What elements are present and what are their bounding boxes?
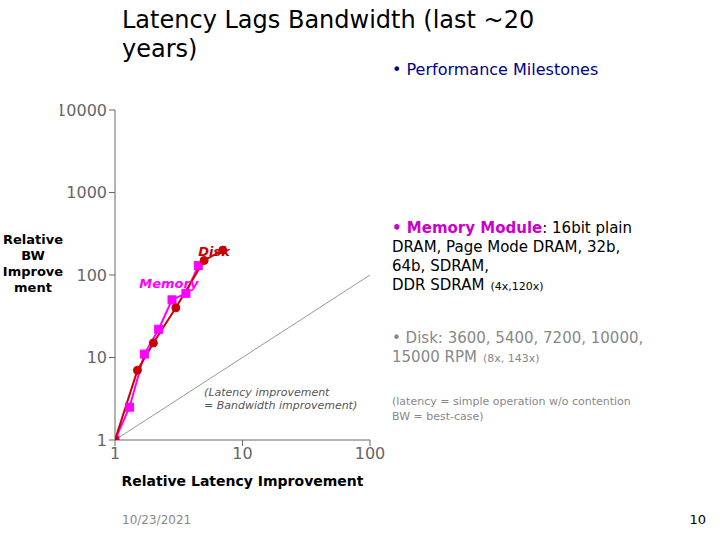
svg-text:(Latency improvement= Bandwidt: (Latency improvement= Bandwidth improvem… [204,386,357,412]
html-text:Relative BW Improve ment: Relative BW Improve ment [2,232,64,295]
svg-text:100: 100 [355,444,386,463]
svg-text:1: 1 [97,431,107,450]
svg-text:10: 10 [87,348,107,367]
svg-text:1: 1 [110,444,120,463]
html-text:• Performance Milestones: • Performance Milestones [392,60,599,79]
html-text:Latency Lags Bandwidth (last ~: Latency Lags Bandwidth (last ~20 years) [122,6,535,63]
html-text:BW = best-case): BW = best-case) [392,410,484,423]
svg-text:Disk: Disk [198,244,231,259]
svg-text:100: 100 [76,266,107,285]
html-text:• Memory Module: 16bit plain D: • Memory Module: 16bit plain DRAM, Page … [392,219,632,294]
svg-text:1000: 1000 [66,183,107,202]
svg-text:10000: 10000 [60,101,107,120]
html-text:• Disk: 3600, 5400, 7200, 1000: • Disk: 3600, 5400, 7200, 10000, 15000 R… [392,329,644,366]
html-text:10/23/2021: 10/23/2021 [122,513,192,527]
html-text:10: 10 [689,512,706,527]
svg-text:Relative Latency Improvement: Relative Latency Improvement [121,473,363,489]
svg-text:10: 10 [232,444,252,463]
html-text:(latency = simple operation w/: (latency = simple operation w/o contenti… [392,395,631,408]
svg-text:Memory: Memory [139,276,199,291]
